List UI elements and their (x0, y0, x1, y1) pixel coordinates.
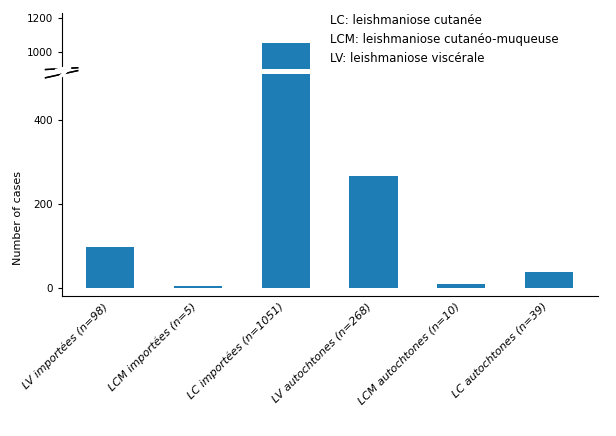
Bar (262, 0, 310, 288)
Bar (437, 284, 485, 288)
Bar (86, 247, 134, 288)
Bar (262, 43, 310, 220)
Bar (525, 272, 573, 288)
Text: LC: leishmaniose cutanée
LCM: leishmaniose cutanéo-muqueuse
LV: leishmaniose vis: LC: leishmaniose cutanée LCM: leishmanio… (330, 14, 558, 65)
Bar (437, 218, 485, 220)
Bar (525, 214, 573, 220)
Bar (349, 175, 397, 220)
Text: Number of cases: Number of cases (14, 171, 23, 265)
Bar (349, 176, 397, 288)
Bar (174, 219, 222, 220)
Bar (174, 286, 222, 288)
Bar (86, 204, 134, 220)
